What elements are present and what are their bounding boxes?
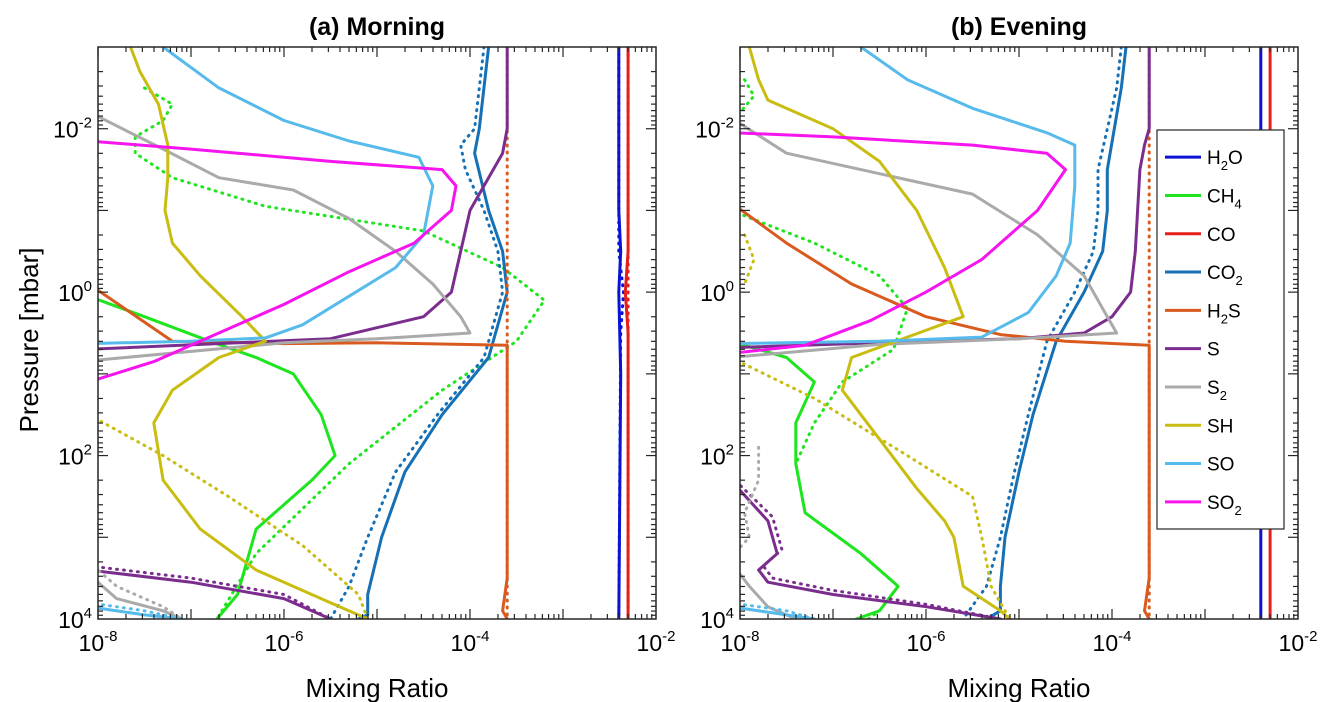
- x-tick-label: 10-8: [79, 628, 118, 656]
- series-line-ch4-dotted-3: [740, 212, 909, 619]
- panel-title: (b) Evening: [951, 13, 1087, 41]
- series-line-co2-dotted-7: [329, 47, 505, 619]
- legend-label-ch4: CH4: [1207, 186, 1242, 211]
- x-tick-label: 10-6: [907, 628, 946, 656]
- y-tick-label: 10-2: [695, 115, 734, 143]
- x-tick-label: 10-6: [265, 628, 304, 656]
- legend: H2O CH4 CO CO2 H2S S S2 SH SO SO2: [1156, 129, 1285, 530]
- x-tick-label: 10-8: [721, 628, 760, 656]
- tick-marks: [739, 47, 1298, 619]
- legend-label-so: SO: [1207, 455, 1234, 476]
- axes-box: [97, 46, 657, 620]
- series-line-s2-solid-12: [740, 121, 1119, 359]
- panel-morning: 10-8 10-6 10-4 10-2 10-2 100 102 104 (a) Morning…: [53, 13, 675, 702]
- series-line-h2o-dotted-1: [617, 47, 625, 619]
- legend-label-co2: CO2: [1207, 263, 1243, 288]
- x-tick-label: 10-4: [451, 628, 490, 656]
- x-tick-label: 10-2: [1279, 628, 1318, 656]
- series-line-sh-dotted-17: [98, 418, 370, 619]
- legend-label-s2: S2: [1207, 378, 1227, 403]
- y-tick-label: 102: [700, 442, 734, 470]
- series-line-s2-dotted-15: [98, 567, 184, 619]
- series-line-co2-solid-6: [356, 47, 509, 619]
- x-tick-label: 10-4: [1093, 628, 1132, 656]
- y-tick-label: 100: [700, 278, 734, 306]
- series-line-s-dotted-11: [740, 483, 1002, 619]
- y-tick-label: 104: [700, 605, 734, 633]
- series-line-co-solid-2: [623, 47, 630, 619]
- y-tick-label: 104: [58, 605, 92, 633]
- series-line-s-solid-11: [98, 569, 332, 619]
- series-line-so-solid-19: [98, 606, 184, 619]
- series-line-s-solid-10: [740, 488, 1002, 619]
- tick-marks: [97, 47, 656, 619]
- y-tick-label: 10-2: [53, 115, 92, 143]
- series-line-so-solid-18: [740, 47, 1077, 345]
- series-line-s-dotted-12: [98, 565, 332, 619]
- series-line-so-dotted-20: [98, 602, 184, 619]
- x-axis-label: Mixing Ratio: [947, 673, 1090, 702]
- series-line-sh-solid-15: [747, 47, 1012, 619]
- panel-title: (a) Morning: [309, 13, 445, 41]
- series-line-h2s-solid-7: [740, 207, 1151, 619]
- series-line-s-solid-9: [740, 47, 1151, 349]
- series-line-h2s-solid-8: [98, 288, 509, 619]
- series-line-sh-dotted-17: [740, 360, 1012, 619]
- legend-label-h2o: H2O: [1207, 148, 1243, 173]
- series-line-sh-solid-16: [129, 47, 370, 619]
- series-line-sh-dotted-16: [743, 233, 756, 286]
- series-group: [98, 47, 630, 619]
- legend-label-co: CO: [1207, 225, 1236, 246]
- legend-label-so2: SO2: [1207, 493, 1242, 518]
- series-line-so2-solid-21: [740, 131, 1067, 354]
- series-line-ch4-dotted-5: [133, 86, 546, 619]
- series-line-s2-dotted-14: [740, 445, 761, 550]
- series-line-ch4-solid-4: [740, 342, 900, 619]
- series-line-so-solid-18: [98, 47, 435, 345]
- y-tick-label: 102: [58, 442, 92, 470]
- legend-label-h2s: H2S: [1207, 301, 1241, 326]
- legend-label-s: S: [1207, 340, 1220, 361]
- x-tick-label: 10-2: [637, 628, 676, 656]
- figure-ylabel-group: Pressure [mbar]: [14, 248, 44, 433]
- series-line-s2-solid-13: [98, 115, 472, 362]
- y-tick-label: 100: [58, 278, 92, 306]
- y-axis-label: Pressure [mbar]: [14, 248, 44, 433]
- legend-label-sh: SH: [1207, 416, 1233, 437]
- series-line-s-solid-10: [98, 47, 509, 351]
- x-axis-label: Mixing Ratio: [305, 673, 448, 702]
- series-line-co2-dotted-6: [961, 47, 1123, 619]
- series-line-ch4-dotted-2: [740, 78, 756, 114]
- series-line-so2-solid-21: [98, 140, 458, 381]
